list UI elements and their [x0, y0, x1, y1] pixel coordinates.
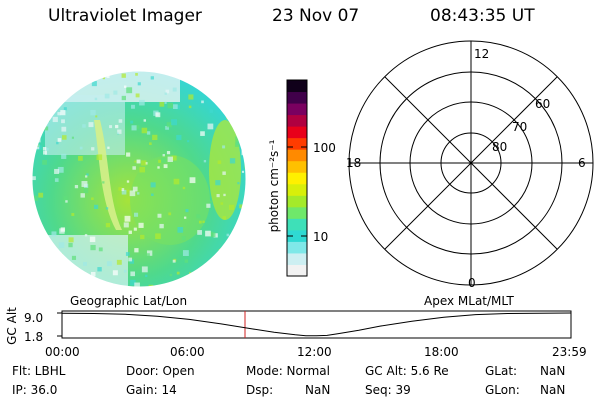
uv-image [31, 70, 247, 288]
lat-label-60: 60 [535, 97, 551, 111]
strip-xtick-1: 06:00 [170, 345, 205, 359]
door-info: Door: Open [126, 364, 195, 378]
colorbar-band [287, 206, 307, 219]
colorbar-band [287, 229, 307, 242]
glon-info: GLon: [485, 383, 520, 397]
mlt-label-18: 18 [346, 156, 362, 170]
colorbar-band [287, 172, 307, 185]
colorbar [286, 79, 308, 277]
colorbar-band [287, 149, 307, 162]
colorbar-band [287, 252, 307, 265]
ip-info: IP: 36.0 [12, 383, 58, 397]
gc-alt-info: GC Alt: 5.6 Re [365, 364, 449, 378]
altitude-strip-chart [57, 310, 572, 339]
colorbar-band [287, 103, 307, 116]
lat-label-80: 80 [492, 140, 508, 154]
colorbar-band [287, 160, 307, 173]
colorbar-band [287, 137, 307, 150]
mode-info: Mode: Normal [246, 364, 330, 378]
strip-ytick-bottom: 1.8 [24, 330, 44, 344]
colorbar-band [287, 126, 307, 139]
dsp-value: NaN [305, 383, 331, 397]
strip-left-title: Geographic Lat/Lon [70, 294, 188, 308]
mlt-label-6: 6 [578, 156, 586, 170]
colorbar-band [287, 264, 307, 277]
date-label: 23 Nov 07 [272, 6, 360, 26]
altitude-series-line [61, 312, 572, 337]
colorbar-band [287, 218, 307, 231]
strip-xtick-3: 18:00 [424, 345, 459, 359]
colorbar-band [287, 91, 307, 104]
strip-xtick-0: 00:00 [45, 345, 80, 359]
strip-ytick-top: 9.0 [24, 311, 44, 325]
mlt-label-0: 0 [468, 276, 476, 290]
colorbar-unit-label: photon cm⁻²s⁻¹ [267, 139, 281, 233]
glat-value: NaN [540, 364, 566, 378]
strip-xtick-2: 12:00 [297, 345, 332, 359]
colorbar-tick-100: 100 [313, 141, 336, 155]
colorbar-band [287, 195, 307, 208]
time-label: 08:43:35 UT [430, 6, 535, 26]
colorbar-band [287, 183, 307, 196]
polar-grid [348, 40, 594, 286]
strip-xtick-4: 23:59 [552, 345, 587, 359]
mlt-label-12: 12 [474, 47, 490, 61]
colorbar-band [287, 80, 307, 93]
lat-label-70: 70 [512, 120, 528, 134]
imager-title: Ultraviolet Imager [48, 6, 202, 26]
gain-info: Gain: 14 [126, 383, 177, 397]
glon-value: NaN [540, 383, 566, 397]
seq-info: Seq: 39 [365, 383, 411, 397]
strip-ylabel: GC Alt [5, 307, 19, 345]
colorbar-band [287, 241, 307, 254]
filter-info: Flt: LBHL [12, 364, 66, 378]
colorbar-band [287, 114, 307, 127]
strip-right-title: Apex MLat/MLT [424, 294, 514, 308]
dsp-info: Dsp: [246, 383, 274, 397]
colorbar-tick-10: 10 [313, 230, 329, 244]
glat-info: GLat: [485, 364, 518, 378]
